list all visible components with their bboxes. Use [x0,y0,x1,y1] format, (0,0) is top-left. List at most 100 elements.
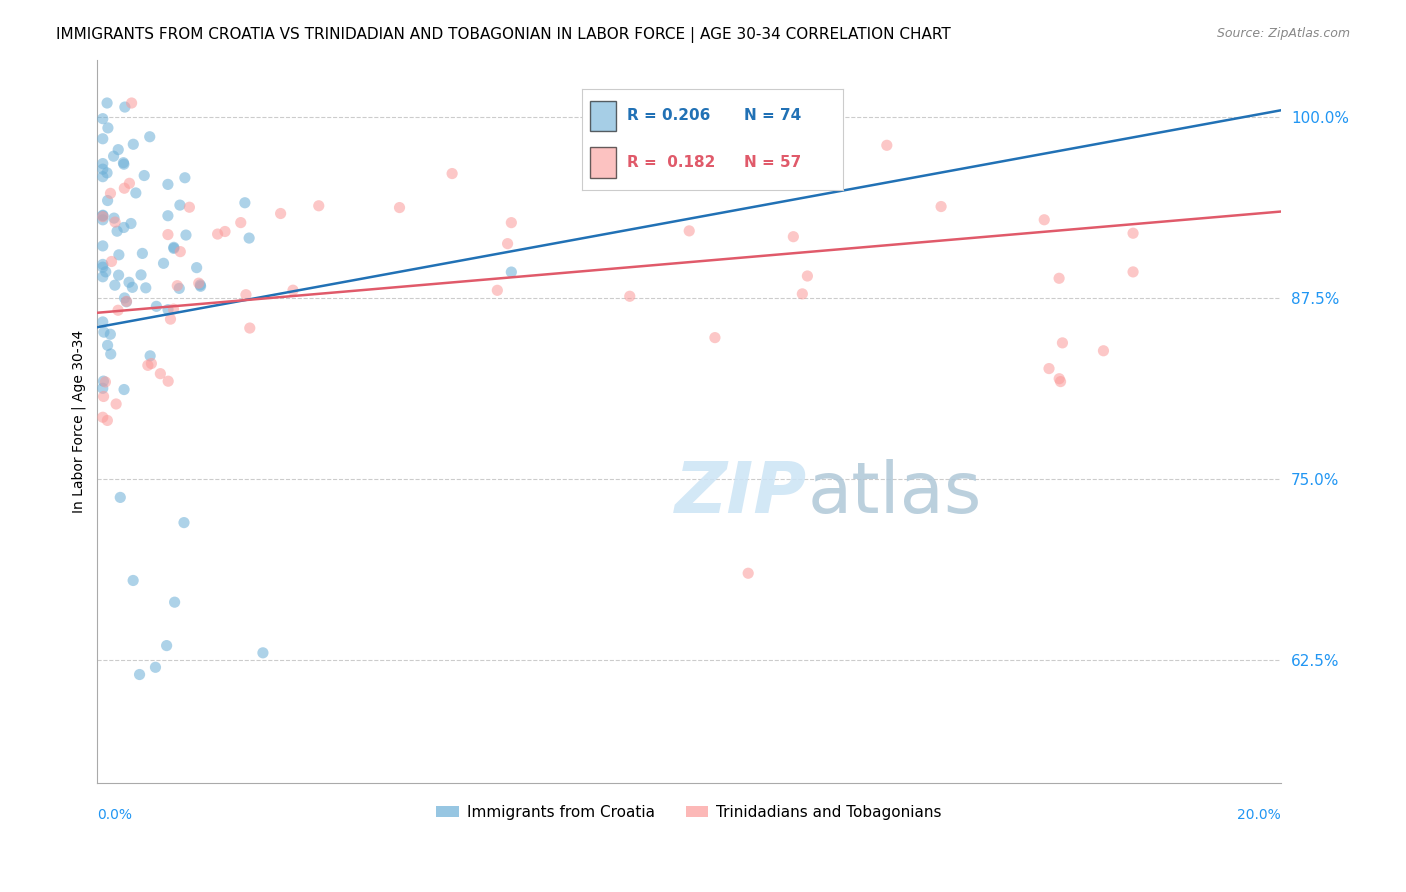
Point [188,277,211,292]
Point [174,228,197,243]
Point [186,260,208,275]
Point [122,574,145,588]
Point [91,210,114,224]
Point [131,246,153,260]
Point [91,257,114,271]
Point [214,225,236,239]
Text: ZIP: ZIP [675,459,807,528]
Point [91,162,114,177]
Text: Source: ZipAtlas.com: Source: ZipAtlas.com [1216,27,1350,40]
Point [190,279,212,293]
Point [796,268,818,283]
Point [703,330,725,344]
Point [114,100,136,114]
Point [103,211,125,226]
Point [156,209,179,223]
Point [281,283,304,297]
Point [110,491,132,505]
Point [1033,212,1056,227]
Point [156,227,179,242]
Point [91,269,114,284]
Point [496,236,519,251]
Point [235,287,257,301]
Point [149,367,172,381]
Point [118,176,141,190]
Point [112,181,135,195]
Point [125,186,148,200]
Point [112,157,135,171]
Point [107,143,129,157]
Point [100,186,122,201]
Point [91,208,114,222]
Point [145,299,167,313]
Point [91,410,114,425]
Point [107,268,129,282]
Point [115,294,138,309]
Point [100,254,122,268]
Point [96,166,118,180]
Point [179,200,201,214]
Point [169,281,191,295]
Point [1049,375,1071,389]
Point [114,291,136,305]
Point [112,220,135,235]
Point [107,303,129,318]
Point [93,374,115,388]
Point [91,112,114,126]
Point [93,325,115,339]
Point [308,199,330,213]
Point [169,244,191,259]
Point [115,294,138,309]
Point [173,516,195,530]
Point [166,278,188,293]
Point [104,278,127,293]
Point [252,646,274,660]
Point [100,347,122,361]
Point [876,138,898,153]
Point [388,201,411,215]
Legend: Immigrants from Croatia, Trinidadians and Tobagonians: Immigrants from Croatia, Trinidadians an… [430,799,948,826]
Point [1047,271,1070,285]
Point [1092,343,1115,358]
Point [174,170,197,185]
Point [270,206,292,220]
Point [929,200,952,214]
Point [112,155,135,169]
Point [755,171,778,186]
Point [98,327,121,342]
Text: 20.0%: 20.0% [1237,808,1281,822]
Point [792,286,814,301]
Point [239,321,262,335]
Point [501,265,523,279]
Point [1047,372,1070,386]
Point [159,312,181,326]
Point [91,209,114,223]
Point [1122,226,1144,240]
Point [1122,265,1144,279]
Point [501,216,523,230]
Point [97,120,120,135]
Point [108,248,131,262]
Point [229,216,252,230]
Point [441,167,464,181]
Y-axis label: In Labor Force | Age 30-34: In Labor Force | Age 30-34 [72,330,86,513]
Point [737,566,759,581]
Point [139,129,162,144]
Point [103,149,125,163]
Point [139,349,162,363]
Point [91,169,114,184]
Point [678,224,700,238]
Point [118,275,141,289]
Point [156,178,179,192]
Point [163,241,186,255]
Point [93,389,115,403]
Point [169,198,191,212]
Point [91,156,114,170]
Point [104,215,127,229]
Point [486,283,509,297]
Point [187,276,209,290]
Text: atlas: atlas [807,459,981,528]
Point [91,260,114,275]
Point [163,240,186,254]
Point [1038,361,1060,376]
